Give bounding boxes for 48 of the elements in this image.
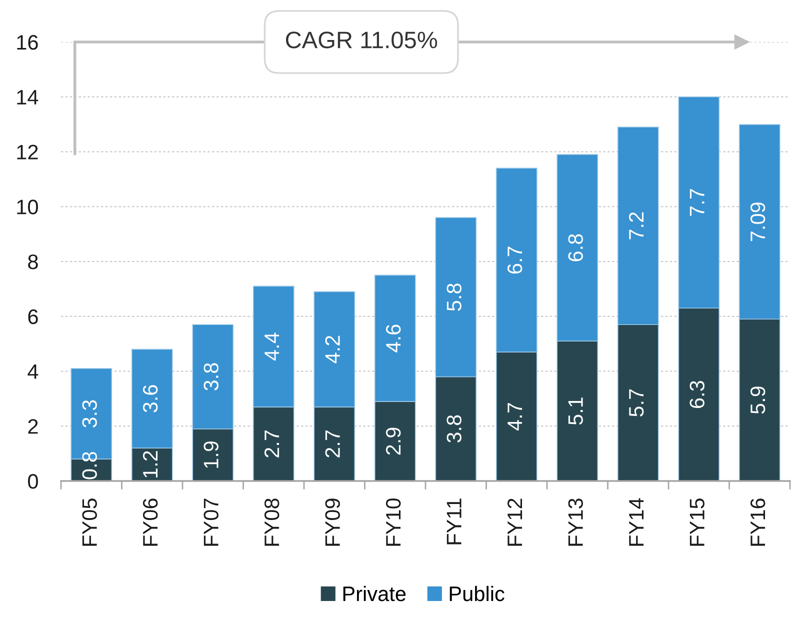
data-label: 2.9 <box>386 428 401 455</box>
data-label: 6.3 <box>690 381 704 408</box>
data-label: 4.4 <box>264 332 280 361</box>
x-tick-label: FY14 <box>629 498 644 546</box>
annotation: CAGR 11.05% <box>286 32 438 48</box>
data-label: 4.2 <box>325 336 340 364</box>
x-tick-label: FY11 <box>446 498 462 544</box>
data-label: 5.7 <box>629 389 644 416</box>
data-label: 6.8 <box>568 234 583 262</box>
x-tick-label: FY13 <box>568 498 583 546</box>
y-tick-label: 0 <box>28 474 38 489</box>
legend-label: Public <box>450 586 504 602</box>
x-tick-label: FY06 <box>142 498 158 546</box>
data-label: 1.2 <box>142 451 158 478</box>
y-tick-label: 16 <box>17 35 38 50</box>
x-tick-label: FY09 <box>325 498 340 546</box>
data-label: 6.7 <box>507 246 522 274</box>
data-label: 3.6 <box>142 385 158 412</box>
data-label: 5.9 <box>750 386 766 414</box>
x-tick-label: FY15 <box>690 498 704 546</box>
x-tick-label: FY08 <box>264 498 280 546</box>
data-label: 7.09 <box>750 202 766 242</box>
y-tick-label: 14 <box>17 90 38 104</box>
x-tick-label: FY07 <box>204 498 218 546</box>
data-label: 2.7 <box>325 430 340 458</box>
data-label: 7.2 <box>628 212 644 240</box>
data-label: 4.6 <box>386 324 401 352</box>
x-tick-label: FY10 <box>386 498 401 546</box>
y-tick-label: 2 <box>28 419 38 434</box>
x-tick-label: FY05 <box>82 498 97 546</box>
data-label: 4.7 <box>508 403 522 431</box>
data-label: 3.8 <box>204 363 218 390</box>
y-tick-label: 4 <box>28 364 38 379</box>
data-label: 3.8 <box>446 415 462 443</box>
y-tick-label: 12 <box>17 144 38 160</box>
data-label: 5.8 <box>446 284 462 311</box>
y-tick-label: 6 <box>28 309 38 324</box>
legend-label: Private <box>343 586 406 602</box>
x-tick-label: FY16 <box>750 498 766 546</box>
x-tick-label: FY12 <box>507 498 522 546</box>
y-tick-label: 10 <box>17 200 38 214</box>
y-tick-label: 8 <box>28 254 38 270</box>
data-label: 2.7 <box>264 430 280 458</box>
data-label: 3.3 <box>82 400 97 428</box>
data-label: 0.8 <box>82 452 97 480</box>
data-label: 7.7 <box>690 189 704 216</box>
data-label: 5.1 <box>568 398 583 425</box>
data-label: 1.9 <box>204 441 218 468</box>
